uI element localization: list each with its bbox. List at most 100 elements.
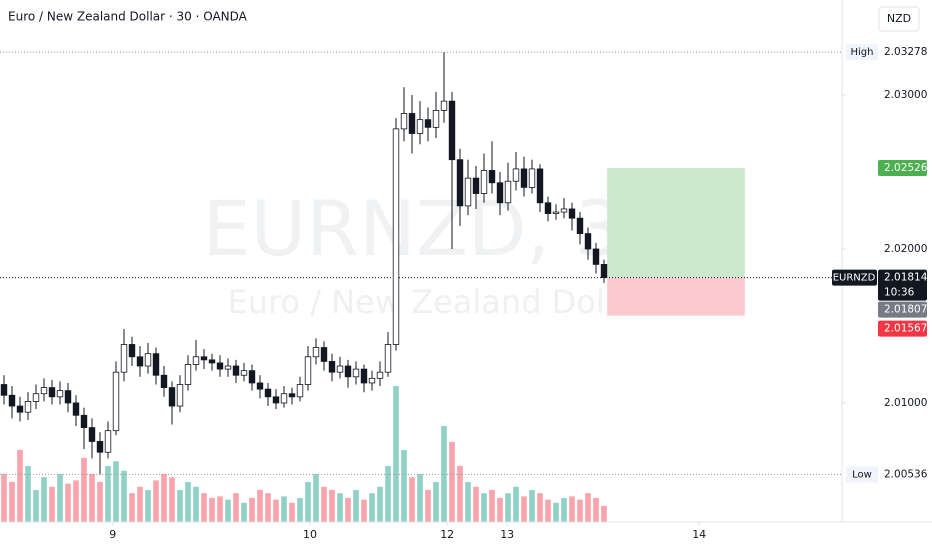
- candle-body: [568, 208, 576, 219]
- volume-bar: [433, 482, 439, 522]
- candle-body: [200, 356, 208, 361]
- candle-body: [368, 377, 376, 384]
- candle-body: [224, 365, 232, 370]
- x-tick-label: 13: [500, 528, 514, 541]
- candle-body: [392, 128, 400, 345]
- volume-bar: [537, 493, 543, 522]
- volume-bar: [545, 499, 551, 522]
- currency-box[interactable]: [878, 6, 920, 32]
- candle-body: [48, 387, 56, 398]
- volume-bar: [593, 498, 599, 522]
- candle-body: [192, 356, 200, 365]
- volume-bar: [529, 490, 535, 522]
- candle-body: [352, 368, 360, 378]
- volume-bar: [137, 486, 143, 522]
- x-tick-label: 14: [692, 528, 706, 541]
- watermark-group: EURNZD, 30 Euro / New Zealand Dollar: [203, 184, 672, 321]
- last-price-label: 2.01814: [884, 272, 928, 284]
- volume-bar: [321, 486, 327, 522]
- volume-bar: [89, 474, 95, 522]
- candle-body: [560, 208, 568, 213]
- volume-bar: [153, 480, 159, 522]
- candle-body: [592, 248, 600, 265]
- candle-body: [24, 401, 32, 413]
- volume-bar: [361, 499, 367, 522]
- volume-bar: [217, 496, 223, 522]
- candle-body: [272, 396, 280, 404]
- volume-bar: [489, 490, 495, 522]
- volume-bar: [337, 493, 343, 522]
- volume-bar: [17, 450, 23, 522]
- candle-body: [56, 390, 64, 398]
- candle-body: [280, 393, 288, 404]
- candle-body: [408, 113, 416, 134]
- loss-zone: [607, 277, 745, 316]
- volume-bar: [601, 506, 607, 522]
- volume-bar: [201, 493, 207, 522]
- stop-label: 2.01567: [884, 323, 927, 335]
- volume-bar: [161, 474, 167, 522]
- volume-bar: [9, 482, 15, 522]
- volume-bar: [353, 490, 359, 522]
- low-line-tag: [846, 466, 878, 483]
- watermark: EURNZD, 30: [203, 184, 672, 273]
- volume-bar: [49, 486, 55, 522]
- volume-bar: [505, 493, 511, 522]
- candle-body: [440, 100, 448, 111]
- candle-body: [120, 344, 128, 373]
- volume-bar: [225, 499, 231, 522]
- volume-bar: [25, 466, 31, 522]
- volume-bar: [401, 450, 407, 522]
- candle-body: [72, 402, 80, 416]
- candle-body: [328, 360, 336, 373]
- volume-bar: [265, 493, 271, 522]
- candle-body: [320, 347, 328, 362]
- volume-bar: [185, 482, 191, 522]
- y-tick-label: 2.01000: [884, 397, 927, 409]
- volume-bar: [41, 477, 47, 522]
- bid-tag: [878, 301, 927, 318]
- last-price-tag: [878, 269, 927, 301]
- candle-body: [496, 182, 504, 204]
- volume-bar: [209, 498, 215, 522]
- volume-bar: [465, 482, 471, 522]
- candle-body: [8, 394, 16, 407]
- symbol-label: EURNZD: [833, 273, 876, 284]
- candle-body: [240, 370, 248, 376]
- low-line-value: 2.00536: [884, 468, 928, 480]
- candle-body: [216, 362, 224, 370]
- volume-bar: [113, 461, 119, 522]
- volume-bar: [521, 496, 527, 522]
- candle-body: [448, 100, 456, 161]
- plot-area: [0, 51, 842, 522]
- candle-body: [424, 119, 432, 128]
- candle-body: [336, 365, 344, 373]
- volume-bar: [289, 502, 295, 522]
- candle-body: [232, 365, 240, 376]
- candle-body: [160, 374, 168, 388]
- volume-bar: [497, 498, 503, 522]
- volume-bar: [73, 480, 79, 522]
- candle-body: [152, 353, 160, 376]
- volume-bar: [65, 483, 71, 522]
- volume-bar: [177, 490, 183, 522]
- volume-bar: [569, 496, 575, 522]
- currency[interactable]: NZD: [887, 12, 911, 25]
- volume-bar: [409, 477, 415, 522]
- candle-body: [96, 441, 104, 453]
- volume-bar: [97, 482, 103, 522]
- volume-bar: [553, 502, 559, 522]
- candle-body: [288, 393, 296, 398]
- candle-body: [464, 177, 472, 207]
- watermark-subtitle: Euro / New Zealand Dollar: [228, 283, 648, 321]
- candle-body: [536, 168, 544, 204]
- candle-body: [80, 414, 88, 429]
- volume-bar: [257, 490, 263, 522]
- candle-body: [104, 430, 112, 453]
- candle-body: [432, 110, 440, 128]
- volume-bar: [393, 386, 399, 522]
- volume-bar: [369, 493, 375, 522]
- countdown: 10:36: [884, 287, 915, 299]
